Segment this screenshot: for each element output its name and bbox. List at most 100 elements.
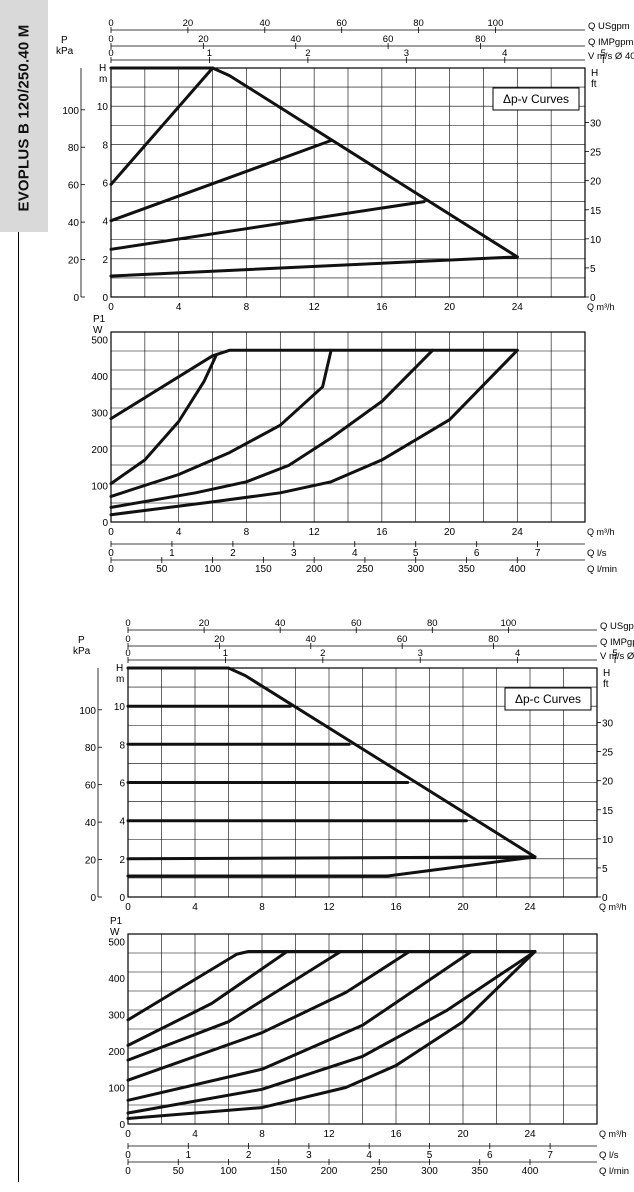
top-axis-tick-label: 4 — [502, 48, 507, 59]
top-axis-tick-label: 3 — [404, 48, 409, 59]
x-tick-label: 0 — [125, 902, 131, 913]
x-tick-label: 12 — [309, 527, 321, 538]
top-axis-tick-label: 1 — [223, 648, 228, 659]
bottom-axis-tick-label: 300 — [407, 564, 424, 575]
bottom-axis-tick-label: 1 — [186, 1150, 192, 1161]
x-tick-label: 20 — [444, 302, 456, 313]
ft-label: H — [591, 68, 598, 79]
bottom-axis-tick-label: 100 — [220, 1166, 237, 1177]
bottom-axis-tick-label: 3 — [291, 548, 297, 559]
y-tick-label: 300 — [91, 408, 108, 419]
x-tick-label: 0 — [125, 1129, 131, 1140]
series-line — [126, 950, 289, 1047]
ft-unit: ft — [603, 679, 609, 690]
top-axis-tick-label: 40 — [290, 34, 301, 45]
x-tick-label: 20 — [457, 1129, 469, 1140]
bottom-axis-tick-label: 5 — [413, 548, 419, 559]
top-axis-label: V m/s Ø 40 — [588, 51, 634, 62]
x-tick-label: 20 — [444, 527, 456, 538]
bottom-axis-tick-label: 2 — [246, 1150, 252, 1161]
ft-label: H — [603, 668, 610, 679]
series-line — [109, 348, 333, 498]
y-axis-label: H — [99, 63, 106, 74]
top-axis-tick-label: 3 — [418, 648, 423, 659]
top-axis-tick-label: 2 — [320, 648, 325, 659]
top-axis-tick-label: 4 — [515, 648, 520, 659]
bottom-axis-tick-label: 200 — [306, 564, 323, 575]
series-line — [126, 666, 537, 859]
ft-tick-label: 30 — [590, 119, 602, 130]
top-axis-tick-label: 0 — [108, 48, 113, 59]
top-axis-tick-label: 20 — [214, 634, 225, 645]
ft-tick-label: 25 — [602, 748, 614, 759]
y-tick-label: 8 — [102, 140, 108, 151]
y-tick-label: 4 — [119, 817, 125, 828]
top-axis-tick-label: 0 — [108, 18, 113, 29]
bottom-axis-label: Q l/s — [587, 548, 607, 559]
series-line — [109, 348, 435, 509]
ft-tick-label: 0 — [602, 893, 608, 904]
top-axis-tick-label: 40 — [275, 618, 286, 629]
kpa-unit: kPa — [56, 46, 74, 57]
bottom-axis-tick-label: 200 — [321, 1166, 338, 1177]
top-axis-tick-label: 2 — [305, 48, 310, 59]
top-axis-tick-label: 80 — [413, 18, 424, 29]
bottom-axis-tick-label: 5 — [427, 1150, 433, 1161]
x-axis-label: Q m³/h — [587, 527, 615, 537]
ft-tick-label: 30 — [602, 719, 614, 730]
top-axis-tick-label: 60 — [397, 634, 408, 645]
top-axis-tick-label: 20 — [199, 618, 210, 629]
kpa-tick-label: 100 — [79, 706, 96, 717]
ft-tick-label: 0 — [590, 293, 596, 304]
y-tick-label: 8 — [119, 740, 125, 751]
series-line — [109, 66, 519, 259]
y-tick-label: 10 — [114, 702, 126, 713]
x-tick-label: 8 — [259, 902, 265, 913]
ft-tick-label: 10 — [590, 235, 602, 246]
top-axis-tick-label: 80 — [475, 34, 486, 45]
bottom-axis-tick-label: 0 — [108, 564, 114, 575]
bottom-axis-label: Q l/min — [587, 564, 617, 575]
bottom-axis-tick-label: 2 — [230, 548, 236, 559]
kpa-label: P — [61, 35, 68, 46]
series-line — [126, 950, 537, 1115]
kpa-tick-label: 60 — [85, 781, 97, 792]
x-tick-label: 12 — [323, 902, 335, 913]
top-axis-tick-label: 40 — [305, 634, 316, 645]
kpa-tick-label: 0 — [90, 893, 96, 904]
kpa-tick-label: 40 — [85, 818, 97, 829]
y-tick-label: 500 — [108, 937, 125, 948]
top-axis-tick-label: 20 — [198, 34, 209, 45]
y-tick-label: 2 — [119, 855, 125, 866]
y-tick-label: 0 — [102, 293, 108, 304]
top-axis-tick-label: 40 — [259, 18, 270, 29]
bottom-axis-tick-label: 3 — [306, 1150, 312, 1161]
series-line — [126, 950, 343, 1062]
y-axis-unit: m — [116, 674, 124, 685]
top-axis-tick-label: 100 — [488, 18, 504, 29]
bottom-axis-tick-label: 150 — [270, 1166, 287, 1177]
x-axis-label: Q m³/h — [587, 302, 615, 312]
x-tick-label: 16 — [390, 1129, 402, 1140]
x-axis-label: Q m³/h — [599, 1129, 627, 1139]
ft-tick-label: 15 — [590, 206, 602, 217]
series-line — [126, 950, 537, 1022]
top-axis-label: Q USgpm — [600, 621, 634, 632]
chart-title-box — [492, 87, 580, 111]
x-tick-label: 16 — [390, 902, 402, 913]
ft-tick-label: 5 — [590, 264, 596, 275]
x-tick-label: 24 — [512, 302, 524, 313]
x-tick-label: 4 — [192, 902, 198, 913]
top-axis-label: V m/s Ø 40 — [600, 651, 634, 662]
bottom-axis-tick-label: 6 — [487, 1150, 493, 1161]
y-tick-label: 200 — [91, 445, 108, 456]
series-line — [126, 855, 537, 861]
x-axis-label: Q m³/h — [599, 902, 627, 912]
bottom-axis-tick-label: 250 — [371, 1166, 388, 1177]
y-tick-label: 6 — [119, 779, 125, 790]
x-tick-label: 8 — [244, 527, 250, 538]
x-tick-label: 12 — [309, 302, 321, 313]
series-line — [126, 950, 411, 1082]
chart-title: Δp-v Curves — [503, 92, 569, 106]
